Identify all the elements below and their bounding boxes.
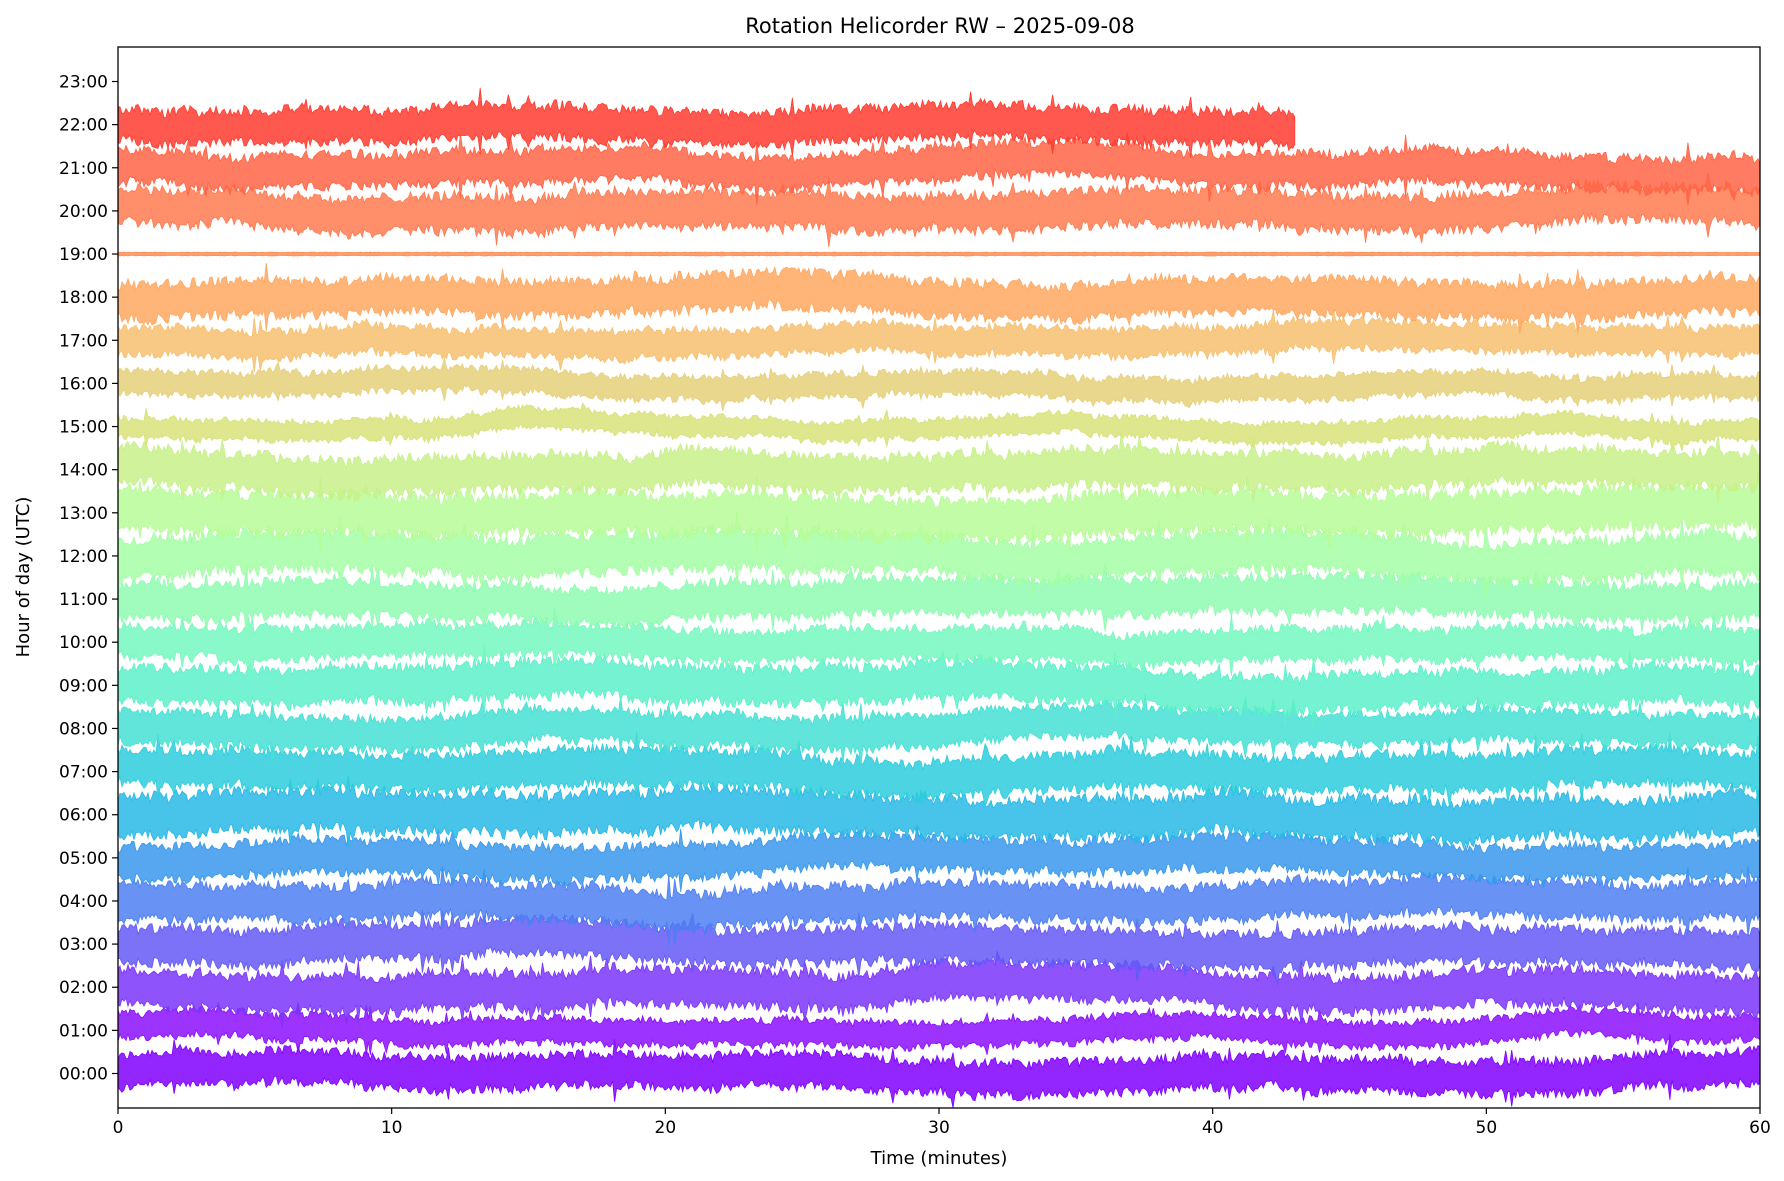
y-tick-label: 19:00	[59, 245, 108, 265]
x-axis-ticks: 0 10 20 30 40 50 60	[113, 1108, 1771, 1138]
x-tick-label: 0	[113, 1118, 124, 1138]
trace-hour-00	[117, 1033, 1761, 1108]
y-tick-label: 12:00	[59, 547, 108, 567]
y-tick-label: 15:00	[59, 418, 108, 438]
y-tick-label: 20:00	[59, 202, 108, 222]
y-tick-label: 07:00	[59, 763, 108, 783]
y-tick-label: 11:00	[59, 590, 108, 610]
x-axis-label: Time (minutes)	[870, 1148, 1008, 1169]
trace-hour-19	[117, 251, 1761, 257]
y-axis-label: Hour of day (UTC)	[13, 497, 34, 658]
y-axis-ticks: 00:00 01:00 02:00 03:00 04:00 05:00 06:00 07:00…	[59, 73, 118, 1084]
y-tick-label: 03:00	[59, 935, 108, 955]
y-tick-label: 01:00	[59, 1021, 108, 1041]
y-tick-label: 13:00	[59, 504, 108, 524]
y-tick-label: 08:00	[59, 719, 108, 739]
y-tick-label: 00:00	[59, 1064, 108, 1084]
y-tick-label: 17:00	[59, 331, 108, 351]
trace-hour-22	[117, 87, 1296, 158]
x-tick-label: 50	[1476, 1118, 1498, 1138]
x-tick-label: 40	[1202, 1118, 1224, 1138]
chart-title: Rotation Helicorder RW – 2025-09-08	[745, 14, 1135, 38]
y-tick-label: 09:00	[59, 676, 108, 696]
y-tick-label: 02:00	[59, 978, 108, 998]
x-tick-label: 30	[928, 1118, 950, 1138]
trace-hour-16	[117, 357, 1761, 412]
x-tick-label: 60	[1749, 1118, 1771, 1138]
y-tick-label: 14:00	[59, 461, 108, 481]
y-tick-label: 21:00	[59, 159, 108, 179]
y-tick-label: 22:00	[59, 116, 108, 136]
y-tick-label: 05:00	[59, 849, 108, 869]
y-tick-label: 10:00	[59, 633, 108, 653]
y-tick-label: 16:00	[59, 374, 108, 394]
traces-group	[117, 87, 1761, 1108]
y-tick-label: 04:00	[59, 892, 108, 912]
trace-hour-20	[117, 172, 1761, 248]
trace-hour-14	[117, 432, 1761, 504]
y-tick-label: 06:00	[59, 806, 108, 826]
y-tick-label: 23:00	[59, 73, 108, 93]
y-tick-label: 18:00	[59, 288, 108, 308]
x-tick-label: 10	[381, 1118, 403, 1138]
x-tick-label: 20	[655, 1118, 677, 1138]
